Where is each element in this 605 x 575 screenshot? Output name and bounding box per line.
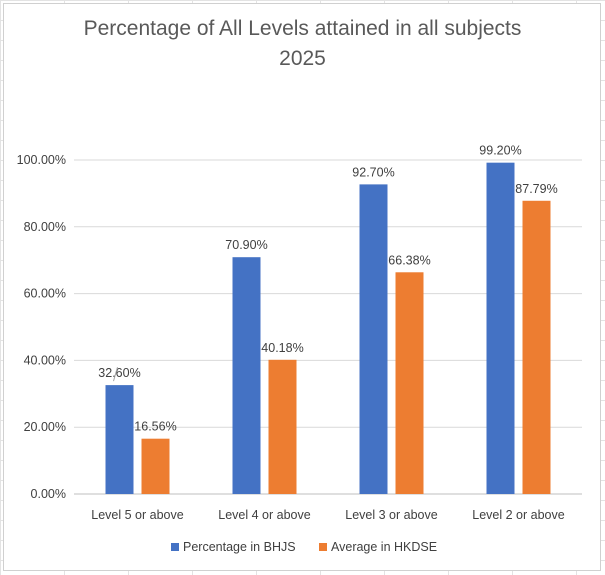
chart-title-line-1: Percentage of All Levels attained in all… — [83, 17, 522, 40]
data-label: 16.56% — [134, 420, 176, 434]
data-label-leader-line — [113, 366, 118, 382]
bar-hkdse[interactable] — [268, 359, 297, 494]
y-tick-label: 100.00% — [17, 153, 66, 167]
legend-swatch-bhjs — [171, 543, 179, 551]
bar-bhjs[interactable] — [359, 184, 388, 494]
bar-bhjs[interactable] — [486, 162, 515, 494]
x-category-label: Level 2 or above — [472, 508, 564, 522]
legend-swatch-hkdse — [319, 543, 327, 551]
x-category-label: Level 3 or above — [345, 508, 437, 522]
bar-hkdse[interactable] — [141, 438, 170, 494]
bar-hkdse[interactable] — [522, 200, 551, 494]
chart-title: Percentage of All Levels attained in all… — [0, 14, 605, 74]
bar-bhjs[interactable] — [232, 257, 261, 494]
y-tick-label: 0.00% — [31, 487, 66, 501]
y-tick-label: 60.00% — [24, 287, 66, 301]
x-category-label: Level 5 or above — [91, 508, 183, 522]
legend-label-bhjs: Percentage in BHJS — [183, 540, 296, 554]
data-label: 66.38% — [388, 253, 430, 267]
data-label: 87.79% — [515, 182, 557, 196]
data-label: 92.70% — [352, 165, 394, 179]
x-category-label: Level 4 or above — [218, 508, 310, 522]
bar-bhjs[interactable] — [105, 385, 134, 494]
bar-hkdse[interactable] — [395, 272, 424, 494]
data-label: 32.60% — [98, 366, 140, 380]
y-tick-label: 40.00% — [24, 353, 66, 367]
y-tick-label: 20.00% — [24, 420, 66, 434]
data-label: 99.20% — [479, 144, 521, 158]
chart-title-line-2: 2025 — [279, 47, 326, 70]
data-label: 40.18% — [261, 341, 303, 355]
legend-label-hkdse: Average in HKDSE — [331, 540, 437, 554]
data-label: 70.90% — [225, 238, 267, 252]
y-tick-label: 80.00% — [24, 220, 66, 234]
